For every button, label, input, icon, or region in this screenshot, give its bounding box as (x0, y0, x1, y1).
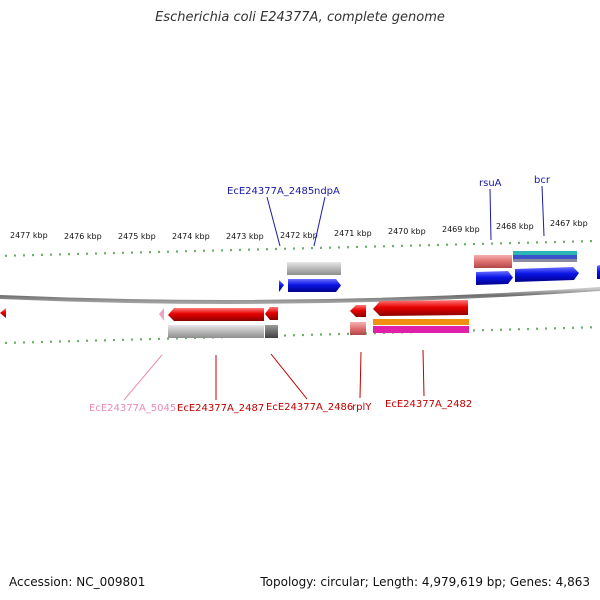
feature-rsuA-annotation (474, 255, 512, 268)
leader-EcE24377A_5045 (123, 354, 163, 401)
leader-ndpA (313, 196, 326, 247)
feature-bcr-annotation-blue (513, 255, 577, 259)
leader-rsuA (489, 188, 492, 241)
feature-2487-annotation (168, 325, 264, 338)
tick-label: 2473 kbp (226, 232, 264, 241)
gene-bcr[interactable] (515, 267, 579, 282)
gene-reverse-edge[interactable] (0, 308, 6, 318)
feature-2486-annotation (265, 325, 278, 338)
gene-label-rsuA[interactable]: rsuA (479, 178, 502, 189)
feature-bcr-annotation-gray (513, 259, 577, 262)
gene-label-ndpA[interactable]: ndpA (314, 186, 340, 197)
leader-EcE24377A_2486 (270, 353, 308, 400)
forward-genes (279, 251, 600, 292)
gene-labels: EcE24377A_2485 ndpA rsuA bcr EcE24377A_5… (89, 175, 551, 414)
tick-label: 2477 kbp (10, 231, 48, 240)
ruler-bottom (5, 326, 592, 345)
gene-EcE24377A_2486[interactable] (265, 307, 278, 320)
genome-backbone (0, 287, 600, 304)
tick-label: 2476 kbp (64, 232, 102, 241)
tick-label: 2468 kbp (496, 222, 534, 231)
leader-rplY (359, 351, 362, 399)
leader-bcr (541, 185, 545, 237)
ruler-top (5, 240, 592, 257)
feature-2482-annotation-orange (373, 319, 469, 325)
accession-text: Accession: NC_009801 (9, 575, 146, 589)
gene-label-bcr[interactable]: bcr (534, 175, 551, 186)
gene-forward-partial[interactable] (279, 280, 284, 292)
gene-rsuA[interactable] (476, 271, 513, 285)
gene-EcE24377A_2487[interactable] (168, 308, 264, 321)
feature-2482-annotation-magenta (373, 326, 469, 333)
gene-ndpA[interactable] (288, 279, 341, 292)
gene-label-EcE24377A_2487[interactable]: EcE24377A_2487 (177, 403, 264, 414)
label-leaders (123, 185, 545, 401)
feature-ndpA-annotation (287, 262, 341, 275)
gene-forward-edge[interactable] (597, 265, 600, 279)
leader-EcE24377A_2482 (422, 349, 425, 397)
gene-EcE24377A_5045[interactable] (159, 308, 164, 321)
tick-label: 2469 kbp (442, 225, 480, 234)
tick-label: 2474 kbp (172, 232, 210, 241)
tick-label: 2475 kbp (118, 232, 156, 241)
gene-label-EcE24377A_2482[interactable]: EcE24377A_2482 (385, 399, 472, 410)
genome-title: Escherichia coli E24377A, complete genom… (155, 10, 445, 25)
tick-label: 2471 kbp (334, 229, 372, 238)
tick-label: 2472 kbp (280, 231, 318, 240)
leader-EcE24377A_2485 (266, 196, 281, 247)
gene-label-EcE24377A_2485[interactable]: EcE24377A_2485 (227, 186, 314, 197)
gene-EcE24377A_2482[interactable] (373, 300, 468, 316)
feature-rplY-annotation (350, 322, 366, 335)
gene-label-rplY[interactable]: rplY (352, 402, 372, 413)
reverse-genes (0, 300, 469, 338)
gene-label-EcE24377A_5045[interactable]: EcE24377A_5045 (89, 403, 176, 414)
tick-label: 2467 kbp (550, 219, 588, 228)
tick-labels: 2477 kbp 2476 kbp 2475 kbp 2474 kbp 2473… (10, 219, 588, 241)
genome-summary-text: Topology: circular; Length: 4,979,619 bp… (260, 575, 590, 589)
gene-label-EcE24377A_2486[interactable]: EcE24377A_2486 (266, 402, 353, 413)
tick-label: 2470 kbp (388, 227, 426, 236)
feature-bcr-annotation-teal (513, 251, 577, 255)
gene-rplY[interactable] (350, 305, 366, 317)
